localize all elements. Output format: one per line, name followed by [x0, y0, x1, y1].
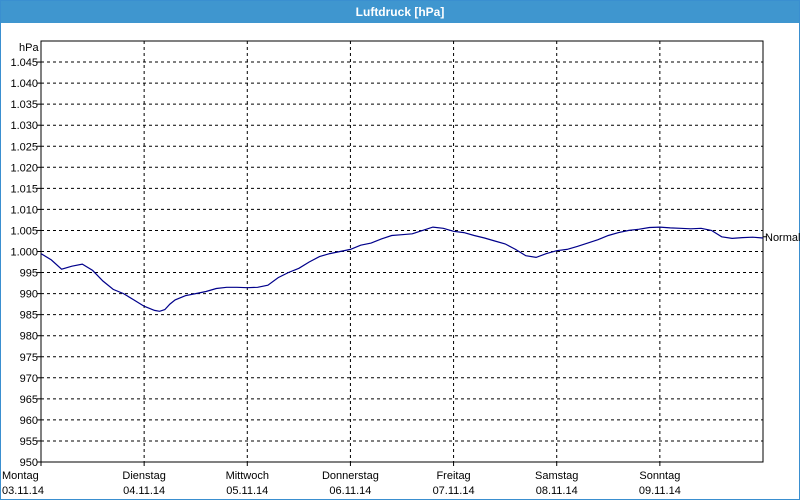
y-tick-label: 955	[20, 436, 38, 448]
x-tick-date-label: 04.11.14	[123, 485, 165, 497]
x-tick-date-label: 08.11.14	[536, 485, 578, 497]
y-tick-label: 1.005	[10, 225, 38, 237]
pressure-series-line	[40, 226, 764, 312]
x-tick-date-label: 05.11.14	[226, 485, 268, 497]
x-tick-date-label: 07.11.14	[433, 485, 475, 497]
x-tick-day-label: Sonntag	[639, 470, 680, 482]
x-tick-date-label: 06.11.14	[329, 485, 371, 497]
window-title: Luftdruck [hPa]	[1, 1, 799, 23]
y-tick-label: 1.045	[10, 57, 38, 69]
x-tick-day-label: Mittwoch	[226, 470, 269, 482]
y-tick-label: 970	[20, 373, 38, 385]
y-tick-label: 985	[20, 310, 38, 322]
y-tick-label: 990	[20, 289, 38, 301]
y-tick-label: 980	[20, 331, 38, 343]
y-tick-label: 1.030	[10, 120, 38, 132]
y-tick-label: 960	[20, 415, 38, 427]
x-axis-ticks: Montag 03.11.14 Dienstag 04.11.14 Mittwoch 05…	[2, 462, 681, 497]
y-tick-label: 1.020	[10, 162, 38, 174]
x-tick-day-label: Montag	[2, 470, 39, 482]
x-tick-date-label: 09.11.14	[639, 485, 681, 497]
y-tick-label: 1.015	[10, 183, 38, 195]
x-tick-day-label: Samstag	[535, 470, 578, 482]
series-layer	[40, 226, 767, 312]
y-tick-label: 1.035	[10, 99, 38, 111]
x-tick-day-label: Donnerstag	[322, 470, 379, 482]
y-tick-label: 1.000	[10, 247, 38, 259]
y-tick-label: 995	[20, 268, 38, 280]
x-tick-date-label: 03.11.14	[2, 485, 44, 497]
y-tick-label: 965	[20, 394, 38, 406]
y-axis-ticks: 950 955 960 965 970 975 980 985 990 995 1.000 1.005…	[10, 57, 41, 469]
x-tick-day-label: Freitag	[436, 470, 470, 482]
y-tick-label: 1.010	[10, 204, 38, 216]
grid	[40, 40, 764, 463]
reference-label: Normal	[765, 232, 800, 244]
y-axis-unit-label: hPa	[19, 42, 39, 54]
y-tick-label: 975	[20, 352, 38, 364]
y-tick-label: 950	[20, 457, 38, 469]
y-tick-label: 1.025	[10, 141, 38, 153]
pressure-chart: 950 955 960 965 970 975 980 985 990 995 1.000 1.005…	[2, 40, 800, 497]
y-tick-label: 1.040	[10, 78, 38, 90]
x-tick-day-label: Dienstag	[122, 470, 165, 482]
